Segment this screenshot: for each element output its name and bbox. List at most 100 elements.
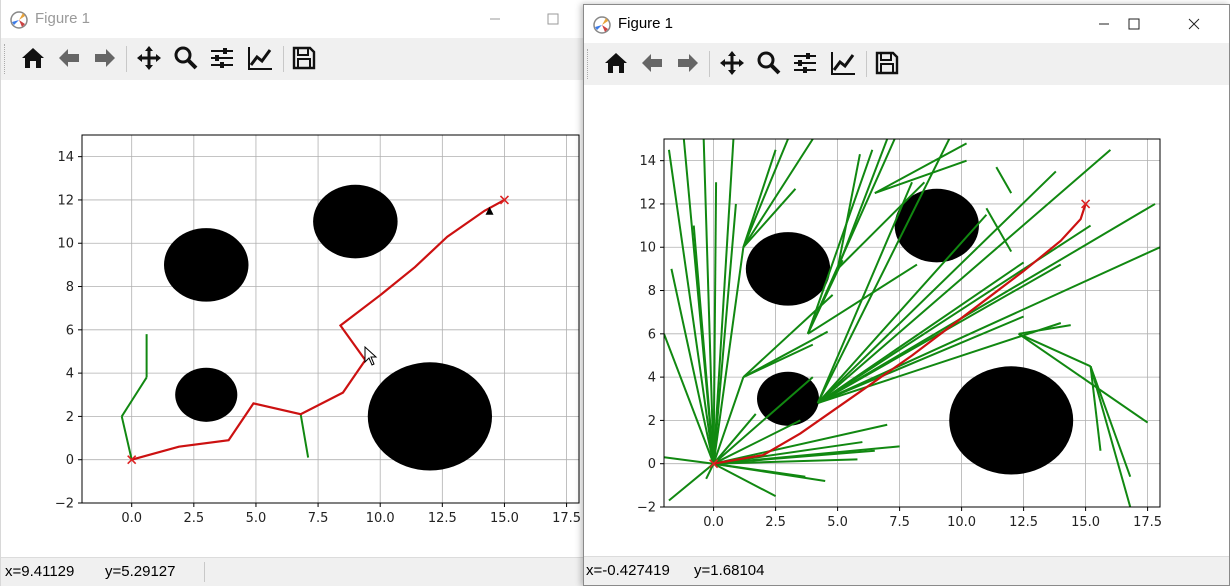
triangle-marker [485,206,494,215]
goal-marker [1081,199,1091,209]
back-icon [642,54,662,72]
tree-edge [713,423,888,465]
forward-icon [678,54,698,72]
plot-content [120,184,510,471]
pan-button[interactable] [716,47,748,79]
tree-edge [836,181,926,270]
configure-subplots-button[interactable] [206,42,238,74]
x-tick-label: 2.5 [183,511,204,526]
back-button[interactable] [636,47,668,79]
title-bar[interactable]: Figure 1 [584,5,1229,43]
minimize-button[interactable] [475,2,515,36]
maximize-button[interactable] [533,2,573,36]
tree-edge [667,149,715,464]
title-bar[interactable]: Figure 1 [1,0,584,38]
toolbar-separator [283,46,284,72]
minimize-button[interactable] [1084,7,1124,41]
status-bar: x=-0.427419 y=1.68104 [584,556,1229,585]
axes-frame [663,138,1161,508]
axes-frame [81,134,580,504]
grid-lines [82,135,579,504]
plot-content [664,139,1160,507]
save-button[interactable] [288,42,320,74]
plot-area: 0.0 2.5 5.0 7.5 10.0 12.5 15.0 17.5 −2 0 2 4 6 8 10 12 1… [55,134,581,526]
y-tick-label: 0 [648,457,656,472]
y-tick-label: −2 [637,501,656,516]
window-title: Figure 1 [618,15,674,32]
tree-edge [664,333,715,465]
tree-edge [806,149,874,335]
save-button[interactable] [871,47,903,79]
zoom-button[interactable] [753,47,785,79]
tree-edge [742,139,814,248]
tree-edge [817,322,1062,405]
y-tick-label: 10 [639,241,656,256]
obstacle-circle [745,232,831,306]
tree-edge [836,139,889,270]
tree-edge [299,414,310,458]
home-button[interactable] [17,42,49,74]
obstacle-circle [313,184,398,259]
tree-edge [713,458,858,465]
tree-edge [817,203,1156,404]
tree-edge [120,416,133,460]
save-icon [292,46,316,70]
pan-button[interactable] [133,42,165,74]
toolbar-separator [126,46,127,72]
tree-edge [713,462,777,498]
home-button[interactable] [600,47,632,79]
tree-edge [712,203,737,464]
edit-axis-button[interactable] [827,47,859,79]
back-button[interactable] [53,42,85,74]
y-tick-label: 2 [66,410,74,425]
zoom-button[interactable] [170,42,202,74]
y-tick-label: 6 [66,323,74,338]
y-tick-label: 10 [57,237,74,252]
edit-axis-button[interactable] [244,42,276,74]
tree-edge [664,456,714,465]
toolbar-separator [709,51,710,77]
tree-edge [817,315,1024,405]
plot-canvas[interactable]: 0.0 2.5 5.0 7.5 10.0 12.5 15.0 17.5 −2 0 2 4 6 8 10 12 1… [584,85,1229,557]
tree-edge [120,376,148,417]
tree-edge [713,445,900,465]
configure-subplots-button[interactable] [789,47,821,79]
tree-edge [712,413,757,465]
cursor-x-readout: x=-0.427419 [586,562,670,579]
mouse-cursor-icon [364,346,378,366]
navigation-toolbar [1,38,584,81]
x-tick-label: 17.5 [552,511,581,526]
y-tick-label: 2 [648,414,656,429]
x-tick-label: 5.0 [246,511,267,526]
tree-edge [712,182,718,464]
start-marker [127,455,137,465]
goal-marker [499,195,510,205]
configure-subplots-icon [794,53,816,73]
x-tick-label: 7.5 [308,511,329,526]
edit-axis-icon [831,52,855,75]
y-tick-label: 14 [57,150,74,165]
y-tick-label: 6 [648,327,656,342]
home-icon [22,48,44,68]
figure-window-1: Figure 1 0.0 2.5 5.0 7.5 10.0 12.5 15.0 17.5 −2 0… [0,0,584,586]
tree-edge [705,463,715,480]
forward-button[interactable] [89,42,121,74]
edit-axis-icon [248,47,272,70]
zoom-icon [757,51,781,75]
y-tick-label: 0 [66,453,74,468]
x-tick-label: 15.0 [1071,515,1100,530]
y-tick-label: 14 [639,154,656,169]
maximize-button[interactable] [1114,7,1154,41]
x-tick-label: 7.5 [889,515,910,530]
obstacle-circle [949,366,1074,475]
y-tick-label: 4 [648,371,656,386]
tree-edge [742,139,789,248]
close-button[interactable] [1174,7,1214,41]
tree-edge [817,149,1112,404]
x-tick-label: 0.0 [121,511,142,526]
obstacle-circle [367,362,493,471]
forward-button[interactable] [672,47,704,79]
status-bar: x=9.41129 y=5.29127 [1,557,584,586]
plot-canvas[interactable]: 0.0 2.5 5.0 7.5 10.0 12.5 15.0 17.5 −2 0 2 4 6 8 10 12 1… [1,80,584,558]
tree-edge [995,166,1013,194]
